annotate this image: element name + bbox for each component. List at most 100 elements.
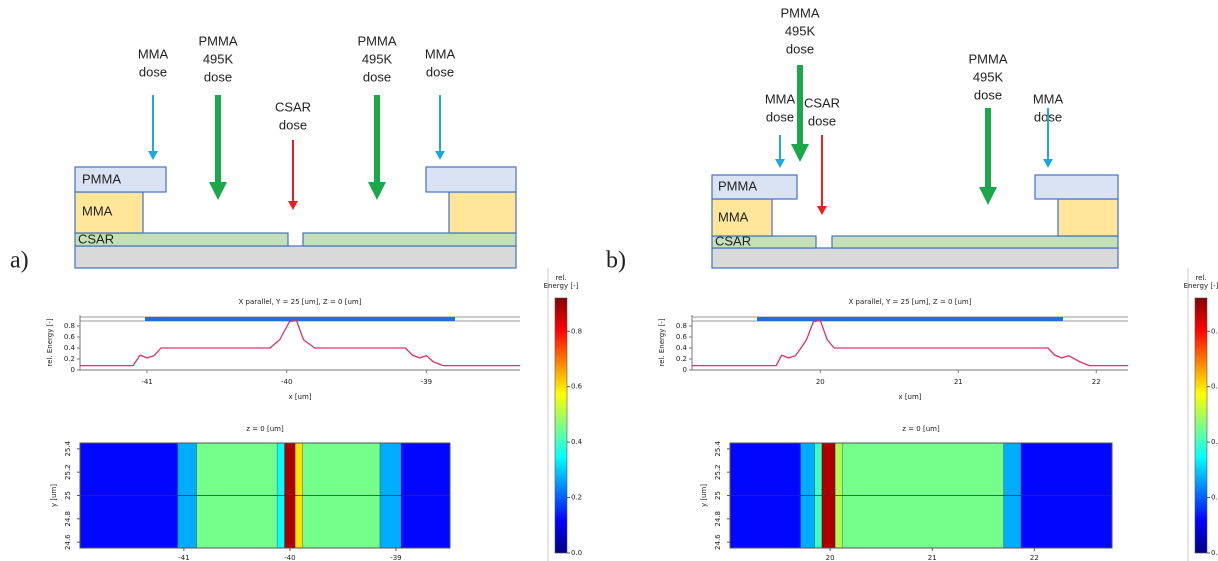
y-tick-label: 0.8 (64, 322, 75, 330)
y-tick-label: 0.6 (676, 333, 688, 341)
layer (711, 247, 1119, 269)
x-tick-label: 21 (928, 554, 937, 561)
plot-title: X parallel, Y = 25 [um], Z = 0 [um] (239, 298, 362, 306)
y-axis-label: rel. Energy [-] (46, 318, 54, 366)
material-bar (145, 317, 455, 321)
layer (74, 166, 167, 193)
energy-curve (80, 319, 520, 367)
arrow-head (435, 151, 445, 160)
x-tick-label: 22 (1030, 554, 1039, 561)
arrow-head (288, 201, 298, 210)
arrow-head (817, 206, 827, 215)
arrow-head (979, 187, 997, 205)
dose-label: 495K (973, 69, 1004, 84)
y-tick-label: 0 (71, 366, 75, 374)
x-tick-label: -41 (178, 554, 189, 561)
colorbar-tick-label: 0.6 (571, 383, 583, 391)
colorbar-tick-label: 0.0 (1211, 549, 1218, 557)
layer-label: PMMA (82, 171, 121, 186)
colorbar-title: Energy [-] (544, 282, 579, 290)
dose-label: MMA (138, 46, 169, 61)
dose-label: MMA (1033, 91, 1064, 106)
dose-label: dose (279, 117, 307, 132)
dose-label: CSAR (275, 99, 311, 114)
layer-label: CSAR (715, 233, 751, 248)
dose-label: dose (766, 109, 794, 124)
y-tick-label: 25.4 (64, 440, 72, 456)
y-tick-label: 0.2 (64, 355, 75, 363)
x-axis-label: x [um] (288, 393, 311, 401)
arrow-head (209, 182, 227, 200)
layer (74, 245, 517, 269)
panel: a) PMMA MMA CSAR MMA dose PMMA 495K dose CSAR dose… (10, 33, 583, 561)
y-tick-label: 24.6 (714, 534, 722, 550)
dose-label: dose (139, 64, 167, 79)
colorbar-title: rel. (555, 274, 566, 282)
layer-label: MMA (718, 209, 749, 224)
dose-label: 495K (785, 23, 816, 38)
colorbar-tick-label: 0.8 (1211, 327, 1218, 335)
dose-label: dose (426, 64, 454, 79)
plot-title: z = 0 [um] (246, 425, 284, 433)
dose-label: 495K (362, 51, 393, 66)
layer-label: CSAR (78, 231, 114, 246)
dose-label: PMMA (781, 5, 820, 20)
dose-label: CSAR (804, 95, 840, 110)
arrow-head (1043, 159, 1053, 168)
y-tick-label: 0 (683, 366, 687, 374)
y-tick-label: 24.6 (64, 534, 72, 550)
arrow-head (775, 159, 785, 168)
plot-title: X parallel, Y = 25 [um], Z = 0 [um] (849, 298, 972, 306)
y-axis-label: y [um] (50, 484, 58, 507)
colorbar-tick-label: 0.4 (571, 438, 583, 446)
layer (1057, 198, 1119, 237)
layer-label: MMA (82, 203, 113, 218)
dose-label: PMMA (358, 33, 397, 48)
colorbar-tick-label: 0.2 (1211, 494, 1218, 502)
x-axis-label: x [um] (898, 393, 921, 401)
layer (831, 235, 1119, 249)
layer (302, 232, 517, 247)
plot-title: z = 0 [um] (902, 425, 940, 433)
arrow-head (368, 182, 386, 200)
colorbar-tick-label: 0.0 (571, 549, 582, 557)
y-tick-label: 0.8 (676, 322, 687, 330)
y-tick-label: 25 (64, 491, 72, 500)
x-tick-label: -40 (281, 378, 292, 386)
y-tick-label: 24.8 (64, 511, 72, 527)
x-tick-label: -40 (284, 554, 295, 561)
layer (74, 191, 144, 234)
panel-label: b) (606, 248, 626, 274)
layer (448, 191, 517, 234)
colorbar (1194, 297, 1208, 554)
y-tick-label: 25 (714, 491, 722, 500)
dose-label: PMMA (969, 51, 1008, 66)
colorbar-title: rel. (1195, 274, 1206, 282)
dose-label: PMMA (199, 33, 238, 48)
layer-label: PMMA (718, 178, 757, 193)
x-tick-label: -41 (141, 378, 152, 386)
dose-label: dose (974, 87, 1002, 102)
arrow-head (148, 151, 158, 160)
dose-label: 495K (203, 51, 234, 66)
dose-label: dose (786, 41, 814, 56)
dose-label: MMA (425, 46, 456, 61)
energy-curve (692, 319, 1128, 367)
layer (711, 174, 798, 200)
material-bar (757, 317, 1063, 321)
dose-label: MMA (765, 91, 796, 106)
y-tick-label: 25.2 (714, 464, 722, 480)
x-tick-label: -39 (390, 554, 401, 561)
colorbar-tick-label: 0.4 (1211, 438, 1218, 446)
y-tick-label: 0.4 (676, 344, 688, 352)
layer (425, 166, 517, 193)
colorbar (554, 297, 568, 554)
y-tick-label: 0.2 (676, 355, 687, 363)
layer (711, 198, 773, 237)
colorbar-title: Energy [-] (1184, 282, 1218, 290)
panel: b) PMMA MMA CSAR MMA dose PMMA 495K dose CSAR dose… (606, 5, 1218, 561)
layer (74, 232, 289, 247)
colorbar-tick-label: 0.8 (571, 327, 582, 335)
